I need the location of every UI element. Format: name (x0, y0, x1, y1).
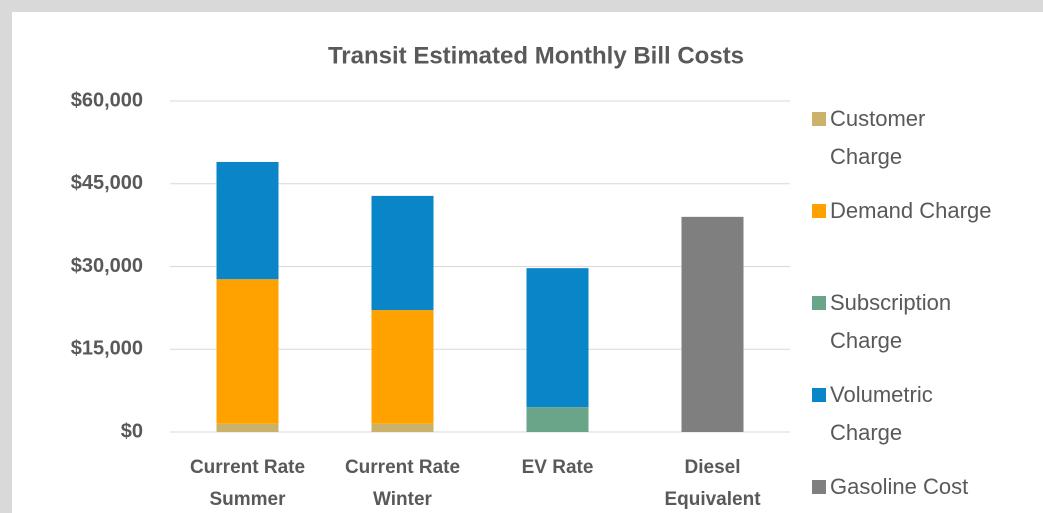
bar-segment (216, 279, 279, 424)
y-tick-label: $15,000 (71, 338, 143, 360)
legend-swatch (812, 388, 826, 402)
y-tick-label: $45,000 (71, 172, 143, 194)
y-tick-label: $60,000 (71, 89, 143, 111)
bar-segment (371, 195, 434, 311)
legend-swatch (812, 112, 826, 126)
legend-label: Volumetric Charge (830, 382, 933, 445)
legend-swatch (812, 480, 826, 494)
x-tick-label: Current Rate Winter (344, 457, 461, 510)
x-tick-label: EV Rate (521, 457, 594, 478)
bar-segment (216, 423, 279, 432)
legend-swatch (812, 204, 826, 218)
y-tick-label: $0 (121, 420, 143, 442)
bar-segment (216, 161, 279, 280)
x-tick-label: Diesel Equivalent (664, 457, 761, 510)
bar-segment (371, 423, 434, 432)
legend-label: Demand Charge (830, 198, 992, 223)
chart-title: Transit Estimated Monthly Bill Costs (328, 42, 744, 69)
x-tick-label: Current Rate Summer (189, 457, 306, 510)
y-tick-label: $30,000 (71, 255, 143, 277)
legend-swatch (812, 296, 826, 310)
bar-segment (526, 268, 589, 408)
bar-segment (371, 310, 434, 424)
bar-segment (681, 216, 744, 432)
legend-label: Gasoline Cost (830, 474, 969, 499)
bar-segment (526, 407, 589, 432)
legend-label: Subscription Charge (830, 290, 952, 353)
legend-label: Customer Charge (830, 106, 926, 169)
